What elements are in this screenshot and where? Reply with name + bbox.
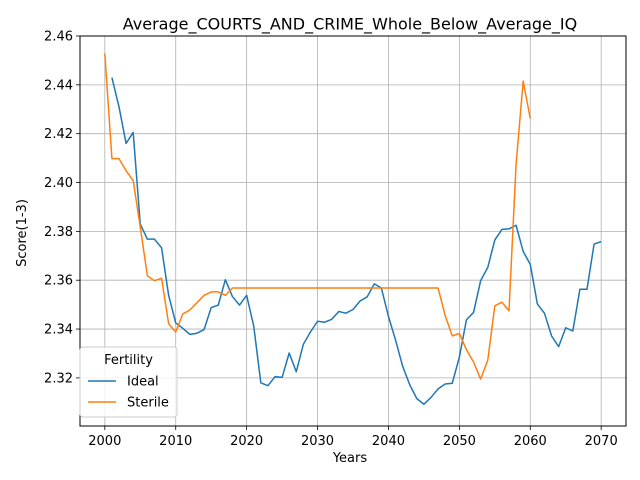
x-axis-ticks: 2000 2010 2020 2030 2040 2050 2060 2070 xyxy=(88,426,618,449)
y-tick-label: 2.40 xyxy=(44,176,73,191)
x-tick-label: 2050 xyxy=(443,434,476,449)
legend: Fertility Ideal Sterile xyxy=(79,346,178,418)
legend-title: Fertility xyxy=(104,353,153,368)
y-tick-label: 2.32 xyxy=(44,371,73,386)
y-tick-label: 2.38 xyxy=(44,225,73,240)
x-tick-label: 2040 xyxy=(372,434,405,449)
x-axis-label: Years xyxy=(332,451,368,466)
legend-label-ideal: Ideal xyxy=(127,375,159,390)
series-lines xyxy=(104,53,602,406)
series-line-ideal xyxy=(111,77,602,406)
x-tick-label: 2020 xyxy=(230,434,263,449)
legend-box xyxy=(79,346,178,418)
y-tick-label: 2.46 xyxy=(44,30,73,45)
x-tick-label: 2000 xyxy=(88,434,121,449)
x-tick-label: 2030 xyxy=(301,434,334,449)
y-tick-label: 2.34 xyxy=(44,323,73,338)
y-tick-label: 2.42 xyxy=(44,127,73,142)
chart-title: Average_COURTS_AND_CRIME_Whole_Below_Ave… xyxy=(123,15,577,35)
x-tick-label: 2070 xyxy=(585,434,618,449)
y-axis-ticks: 2.32 2.34 2.36 2.38 2.40 2.42 2.44 2.46 xyxy=(44,30,80,386)
x-tick-label: 2060 xyxy=(514,434,547,449)
x-tick-label: 2010 xyxy=(159,434,192,449)
legend-label-sterile: Sterile xyxy=(127,396,169,411)
series-line-sterile xyxy=(104,53,532,380)
y-axis-label: Score(1-3) xyxy=(15,199,30,267)
y-tick-label: 2.36 xyxy=(44,274,73,289)
y-tick-label: 2.44 xyxy=(44,78,73,93)
